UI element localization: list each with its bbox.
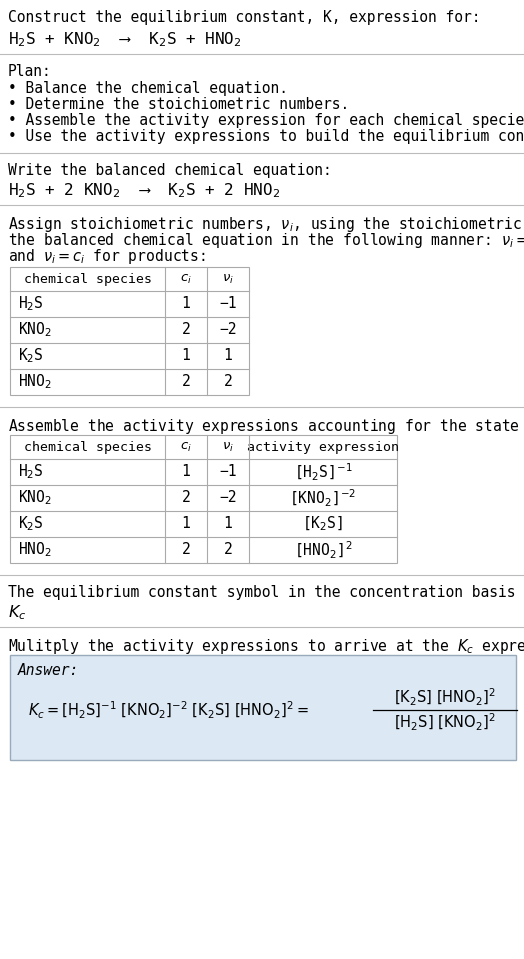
- Text: H$_2$S + 2 KNO$_2$  ⟶  K$_2$S + 2 HNO$_2$: H$_2$S + 2 KNO$_2$ ⟶ K$_2$S + 2 HNO$_2$: [8, 181, 280, 199]
- Text: KNO$_2$: KNO$_2$: [18, 320, 52, 339]
- Text: chemical species: chemical species: [24, 440, 151, 454]
- Text: $[\mathrm{K_2S}]\ [\mathrm{HNO_2}]^2$: $[\mathrm{K_2S}]\ [\mathrm{HNO_2}]^2$: [394, 687, 496, 708]
- Text: $\nu_i$: $\nu_i$: [222, 440, 234, 454]
- Text: • Use the activity expressions to build the equilibrium constant expression.: • Use the activity expressions to build …: [8, 129, 524, 144]
- Bar: [10, 435, 397, 563]
- Text: chemical species: chemical species: [24, 272, 151, 286]
- Text: 2: 2: [224, 375, 232, 389]
- Text: 2: 2: [182, 490, 190, 505]
- Text: 1: 1: [182, 296, 190, 312]
- Text: the balanced chemical equation in the following manner: $\nu_i = -c_i$ for react: the balanced chemical equation in the fo…: [8, 231, 524, 250]
- Text: KNO$_2$: KNO$_2$: [18, 489, 52, 507]
- Text: and $\nu_i = c_i$ for products:: and $\nu_i = c_i$ for products:: [8, 247, 206, 266]
- Text: −1: −1: [219, 296, 237, 312]
- Text: Construct the equilibrium constant, K, expression for:: Construct the equilibrium constant, K, e…: [8, 10, 481, 25]
- Text: $c_i$: $c_i$: [180, 272, 192, 286]
- Text: The equilibrium constant symbol in the concentration basis is:: The equilibrium constant symbol in the c…: [8, 585, 524, 600]
- Text: Mulitply the activity expressions to arrive at the $K_c$ expression:: Mulitply the activity expressions to arr…: [8, 637, 524, 656]
- Text: −1: −1: [219, 464, 237, 480]
- Text: 1: 1: [182, 348, 190, 363]
- Text: activity expression: activity expression: [247, 440, 399, 454]
- Text: 2: 2: [182, 375, 190, 389]
- Text: 2: 2: [224, 543, 232, 557]
- Text: 1: 1: [182, 464, 190, 480]
- Text: Plan:: Plan:: [8, 64, 52, 79]
- Text: [H$_2$S]$^{-1}$: [H$_2$S]$^{-1}$: [294, 461, 352, 482]
- Text: 1: 1: [224, 517, 232, 531]
- Text: HNO$_2$: HNO$_2$: [18, 373, 52, 391]
- Text: $\nu_i$: $\nu_i$: [222, 272, 234, 286]
- Bar: [10, 655, 516, 760]
- Text: • Determine the stoichiometric numbers.: • Determine the stoichiometric numbers.: [8, 97, 350, 112]
- Text: • Balance the chemical equation.: • Balance the chemical equation.: [8, 81, 288, 96]
- Text: 2: 2: [182, 543, 190, 557]
- Text: H$_2$S: H$_2$S: [18, 462, 44, 481]
- Text: Assemble the activity expressions accounting for the state of matter and $\nu_i$: Assemble the activity expressions accoun…: [8, 417, 524, 436]
- Text: [K$_2$S]: [K$_2$S]: [302, 515, 344, 533]
- Text: K$_2$S: K$_2$S: [18, 346, 44, 365]
- Text: • Assemble the activity expression for each chemical species.: • Assemble the activity expression for e…: [8, 113, 524, 128]
- Bar: [10, 267, 249, 395]
- Text: 1: 1: [224, 348, 232, 363]
- Text: $K_c = [\mathrm{H_2S}]^{-1}\ [\mathrm{KNO_2}]^{-2}\ [\mathrm{K_2S}]\ [\mathrm{HN: $K_c = [\mathrm{H_2S}]^{-1}\ [\mathrm{KN…: [28, 699, 309, 720]
- Text: $K_c$: $K_c$: [8, 603, 26, 621]
- Text: 2: 2: [182, 322, 190, 338]
- Text: Write the balanced chemical equation:: Write the balanced chemical equation:: [8, 163, 332, 178]
- Text: K$_2$S: K$_2$S: [18, 515, 44, 533]
- Text: Answer:: Answer:: [18, 663, 79, 678]
- Text: −2: −2: [219, 322, 237, 338]
- Text: 1: 1: [182, 517, 190, 531]
- Text: [HNO$_2$]$^2$: [HNO$_2$]$^2$: [293, 540, 352, 561]
- Text: −2: −2: [219, 490, 237, 505]
- Text: H$_2$S + KNO$_2$  ⟶  K$_2$S + HNO$_2$: H$_2$S + KNO$_2$ ⟶ K$_2$S + HNO$_2$: [8, 30, 242, 49]
- Text: [KNO$_2$]$^{-2}$: [KNO$_2$]$^{-2}$: [289, 487, 357, 508]
- Text: H$_2$S: H$_2$S: [18, 294, 44, 314]
- Text: HNO$_2$: HNO$_2$: [18, 541, 52, 559]
- Text: Assign stoichiometric numbers, $\nu_i$, using the stoichiometric coefficients, $: Assign stoichiometric numbers, $\nu_i$, …: [8, 215, 524, 234]
- Text: $c_i$: $c_i$: [180, 440, 192, 454]
- Text: $[\mathrm{H_2S}]\ [\mathrm{KNO_2}]^2$: $[\mathrm{H_2S}]\ [\mathrm{KNO_2}]^2$: [394, 712, 496, 733]
